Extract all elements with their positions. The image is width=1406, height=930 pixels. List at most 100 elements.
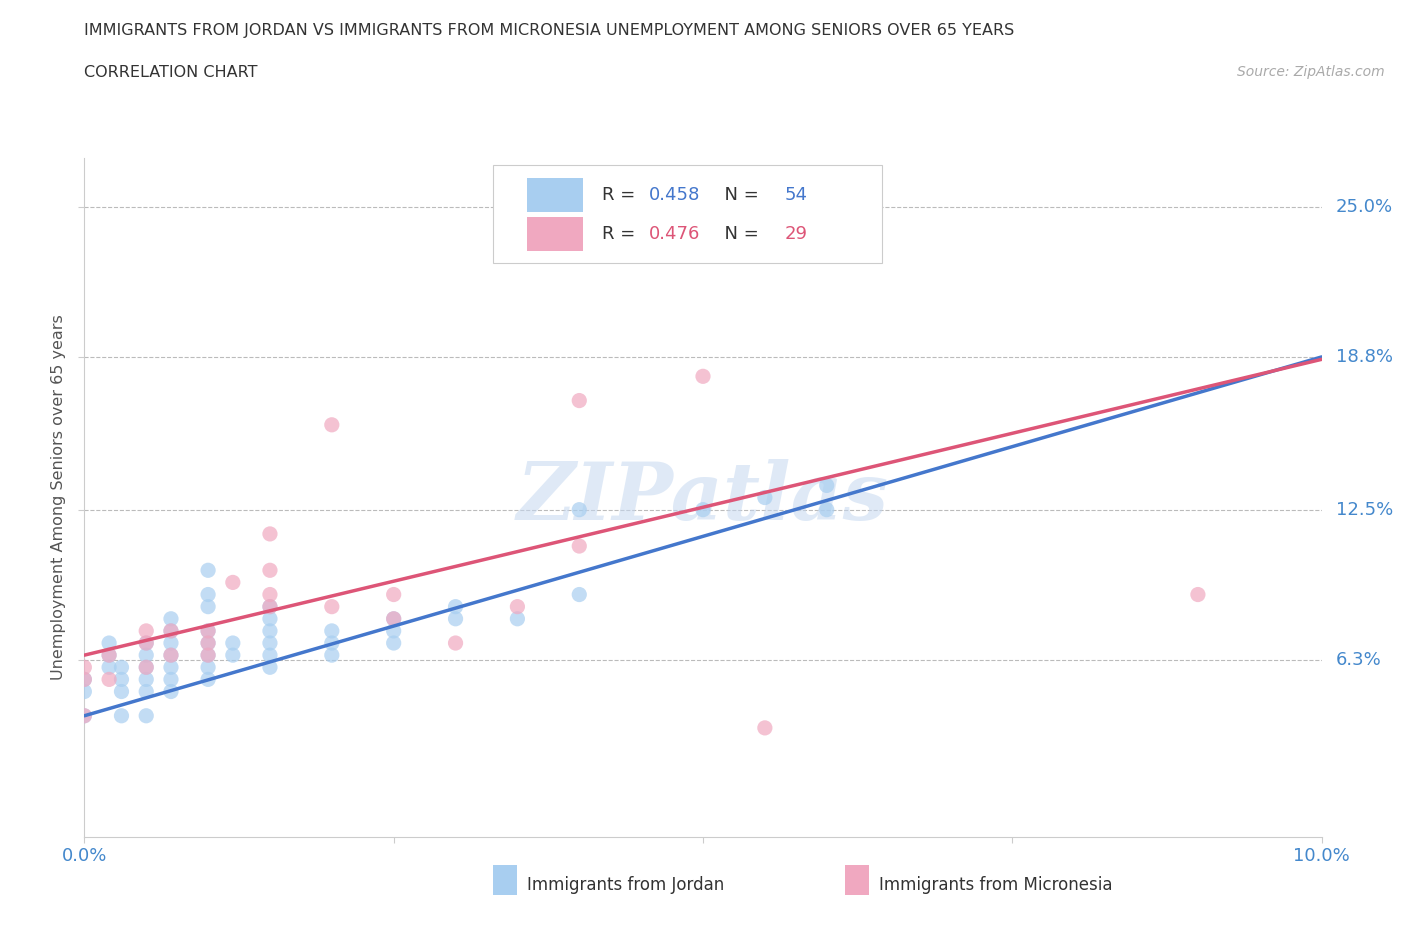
Point [73, 660, 96, 675]
Text: 0.476: 0.476 [648, 225, 700, 243]
FancyBboxPatch shape [527, 217, 583, 250]
Point [321, 623, 343, 638]
Text: CORRELATION CHART: CORRELATION CHART [84, 65, 257, 80]
Point [160, 635, 183, 650]
Point [160, 623, 183, 638]
Point [135, 647, 157, 662]
Point [197, 672, 219, 687]
Point [73, 709, 96, 724]
Point [321, 599, 343, 614]
Point [73, 684, 96, 699]
Text: 0.458: 0.458 [648, 186, 700, 204]
Point [197, 635, 219, 650]
Point [110, 709, 132, 724]
Point [321, 635, 343, 650]
Point [160, 672, 183, 687]
Point [1187, 587, 1209, 602]
Text: 29: 29 [785, 225, 807, 243]
Point [98, 635, 121, 650]
Y-axis label: Unemployment Among Seniors over 65 years: Unemployment Among Seniors over 65 years [51, 314, 66, 681]
FancyBboxPatch shape [527, 178, 583, 211]
Point [135, 660, 157, 675]
Point [98, 672, 121, 687]
Point [259, 599, 281, 614]
Point [568, 538, 591, 553]
Point [135, 709, 157, 724]
Point [73, 672, 96, 687]
Point [259, 563, 281, 578]
Point [444, 611, 467, 626]
Text: R =: R = [602, 225, 641, 243]
Point [692, 369, 714, 384]
Point [222, 575, 245, 590]
Point [110, 684, 132, 699]
Point [259, 623, 281, 638]
Point [222, 635, 245, 650]
Text: Source: ZipAtlas.com: Source: ZipAtlas.com [1237, 65, 1385, 79]
Point [110, 672, 132, 687]
Point [382, 611, 405, 626]
Point [135, 635, 157, 650]
Point [754, 721, 776, 736]
Text: 54: 54 [785, 186, 807, 204]
Point [160, 647, 183, 662]
Text: 6.3%: 6.3% [1336, 651, 1381, 669]
Point [506, 599, 529, 614]
Point [568, 502, 591, 517]
Point [135, 660, 157, 675]
Point [110, 660, 132, 675]
Text: Immigrants from Jordan: Immigrants from Jordan [527, 876, 724, 895]
Point [259, 599, 281, 614]
Point [815, 502, 838, 517]
Point [135, 684, 157, 699]
Point [197, 563, 219, 578]
Point [382, 635, 405, 650]
Point [160, 611, 183, 626]
Point [259, 526, 281, 541]
Point [692, 502, 714, 517]
Point [197, 635, 219, 650]
Point [197, 647, 219, 662]
Point [73, 709, 96, 724]
Point [321, 418, 343, 432]
Text: IMMIGRANTS FROM JORDAN VS IMMIGRANTS FROM MICRONESIA UNEMPLOYMENT AMONG SENIORS : IMMIGRANTS FROM JORDAN VS IMMIGRANTS FRO… [84, 23, 1015, 38]
Point [444, 599, 467, 614]
Point [222, 647, 245, 662]
Point [160, 660, 183, 675]
Point [259, 647, 281, 662]
Point [160, 684, 183, 699]
Text: 18.8%: 18.8% [1336, 348, 1392, 365]
Point [259, 635, 281, 650]
Text: N =: N = [713, 186, 765, 204]
Point [135, 623, 157, 638]
Text: Immigrants from Micronesia: Immigrants from Micronesia [879, 876, 1112, 895]
Point [568, 587, 591, 602]
Point [259, 587, 281, 602]
Point [160, 647, 183, 662]
Text: ZIPatlas: ZIPatlas [517, 458, 889, 537]
Point [197, 623, 219, 638]
Text: R =: R = [602, 186, 641, 204]
Point [815, 478, 838, 493]
Point [382, 587, 405, 602]
Text: N =: N = [713, 225, 765, 243]
Point [197, 623, 219, 638]
Point [98, 647, 121, 662]
Text: 12.5%: 12.5% [1336, 500, 1393, 519]
Point [506, 611, 529, 626]
Point [197, 660, 219, 675]
Point [259, 660, 281, 675]
Point [197, 599, 219, 614]
Text: 25.0%: 25.0% [1336, 197, 1393, 216]
Point [259, 611, 281, 626]
Point [73, 672, 96, 687]
Point [197, 647, 219, 662]
Point [135, 672, 157, 687]
Point [197, 587, 219, 602]
Point [382, 623, 405, 638]
Point [444, 635, 467, 650]
Point [135, 635, 157, 650]
Point [160, 623, 183, 638]
Point [98, 660, 121, 675]
Point [754, 490, 776, 505]
